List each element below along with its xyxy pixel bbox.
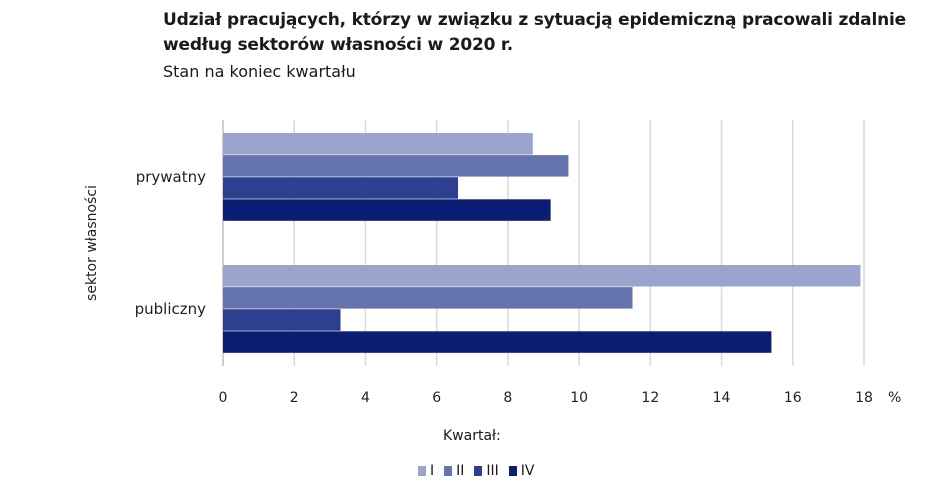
bar-publiczny-I <box>223 265 861 287</box>
x-tick-label: 14 <box>713 390 731 406</box>
chart-subtitle: Stan na koniec kwartału <box>163 62 356 81</box>
x-tick-label: 0 <box>219 390 228 406</box>
x-tick-label: 10 <box>570 390 588 406</box>
legend-item: IV <box>508 463 535 479</box>
legend-label: IV <box>520 463 535 479</box>
legend-swatch <box>418 466 426 476</box>
bar-prywatny-II <box>223 155 569 177</box>
legend-swatch <box>444 466 453 476</box>
bar-prywatny-III <box>223 177 459 199</box>
bar-publiczny-IV <box>223 331 772 353</box>
x-unit-label: % <box>888 390 901 406</box>
bar-prywatny-I <box>223 133 533 155</box>
legend-swatch <box>474 466 483 476</box>
x-tick-label: 18 <box>855 390 873 406</box>
x-tick-label: 8 <box>503 390 512 406</box>
bar-publiczny-II <box>223 287 633 309</box>
legend-label: I <box>430 463 435 479</box>
chart-title: Udział pracujących, którzy w związku z s… <box>163 10 906 55</box>
legend-swatch <box>508 466 517 476</box>
bar-prywatny-IV <box>223 199 551 221</box>
x-tick-label: 12 <box>641 390 659 406</box>
legend-item: III <box>474 463 499 479</box>
y-axis-title: sektor własności <box>84 185 100 301</box>
legend-label: III <box>486 463 499 479</box>
category-label: prywatny <box>136 168 206 186</box>
legend-item: II <box>444 463 464 479</box>
x-tick-label: 4 <box>361 390 370 406</box>
legend-title: Kwartał: <box>443 428 501 444</box>
legend-label: II <box>456 463 465 479</box>
x-tick-label: 16 <box>784 390 802 406</box>
legend: I II III IV <box>418 463 535 479</box>
legend-item: I <box>418 463 434 479</box>
x-tick-label: 6 <box>432 390 441 406</box>
bar-publiczny-III <box>223 309 341 331</box>
category-label: publiczny <box>135 300 207 318</box>
x-tick-label: 2 <box>290 390 299 406</box>
